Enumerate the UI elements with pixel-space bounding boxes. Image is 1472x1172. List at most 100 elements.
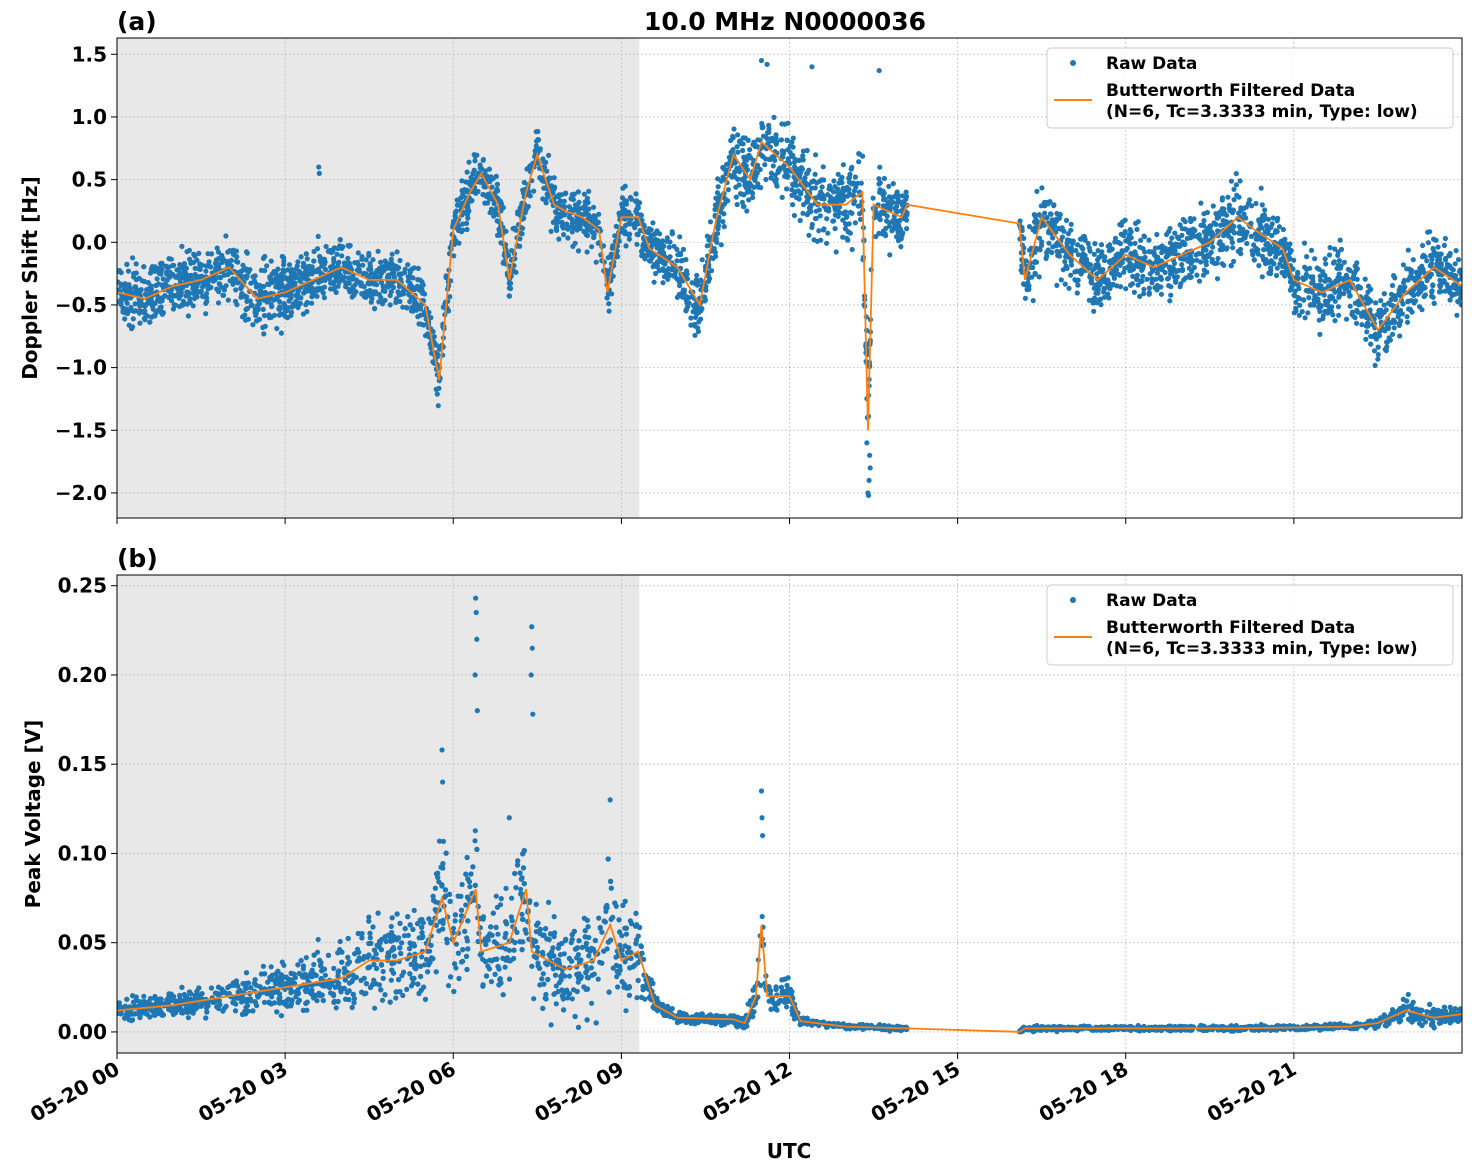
raw-point — [257, 288, 263, 294]
raw-point — [764, 61, 770, 67]
raw-point — [817, 213, 823, 219]
raw-point — [245, 269, 252, 275]
raw-point — [333, 289, 339, 295]
raw-point — [559, 210, 566, 216]
raw-point — [393, 299, 399, 305]
raw-point — [773, 180, 779, 186]
raw-point — [293, 298, 299, 304]
raw-point — [151, 313, 157, 319]
raw-point — [826, 208, 832, 214]
raw-point — [819, 184, 825, 190]
raw-point — [561, 232, 567, 238]
raw-point — [784, 186, 790, 192]
raw-point — [506, 293, 513, 299]
raw-point — [1181, 256, 1187, 262]
night-shading — [117, 575, 640, 1053]
raw-point — [1386, 335, 1392, 341]
raw-point — [551, 219, 557, 225]
raw-point — [1209, 229, 1215, 235]
raw-point — [1430, 246, 1436, 252]
raw-point — [225, 249, 231, 255]
raw-point — [824, 216, 830, 222]
raw-point — [470, 170, 476, 177]
raw-point — [346, 280, 352, 286]
raw-point — [131, 308, 137, 314]
raw-point — [1050, 235, 1056, 241]
raw-point — [1306, 295, 1312, 301]
raw-point — [552, 209, 559, 215]
raw-point — [1064, 241, 1070, 247]
raw-point — [443, 274, 449, 280]
raw-point — [896, 219, 902, 225]
raw-point — [765, 140, 771, 146]
raw-point — [744, 208, 750, 214]
raw-point — [317, 287, 323, 293]
raw-point — [1220, 218, 1226, 224]
raw-point — [1304, 254, 1310, 260]
raw-point — [1281, 263, 1287, 269]
raw-point — [1119, 248, 1125, 254]
raw-point — [1203, 262, 1209, 268]
raw-point — [345, 260, 351, 266]
raw-point — [1138, 237, 1144, 243]
raw-point — [623, 201, 630, 207]
raw-point — [804, 170, 811, 176]
raw-point — [1135, 282, 1141, 288]
raw-point — [1285, 252, 1291, 258]
raw-point — [1220, 242, 1226, 248]
raw-point — [345, 255, 351, 261]
raw-point — [584, 226, 591, 232]
raw-point — [1189, 268, 1195, 274]
raw-point — [1287, 241, 1293, 247]
legend-filtered-label: Butterworth Filtered Data — [1106, 81, 1355, 101]
raw-point — [1102, 286, 1108, 292]
raw-point — [401, 270, 408, 276]
raw-point — [584, 222, 590, 228]
raw-point — [244, 305, 251, 312]
raw-point — [852, 188, 858, 194]
raw-point — [735, 176, 741, 182]
raw-point — [1250, 252, 1256, 258]
raw-point — [346, 275, 353, 281]
raw-point — [1178, 281, 1184, 287]
raw-point — [1179, 266, 1186, 272]
raw-point — [835, 186, 841, 192]
raw-point — [709, 268, 715, 274]
x-tick-label: 05-20 00 — [26, 1057, 124, 1127]
raw-point — [186, 247, 192, 253]
raw-point — [453, 238, 459, 244]
raw-point — [1332, 289, 1338, 295]
raw-point — [1162, 269, 1168, 276]
raw-point — [196, 250, 202, 256]
raw-point — [372, 306, 378, 312]
raw-point — [752, 169, 759, 175]
raw-point — [1308, 302, 1314, 308]
raw-point — [894, 189, 900, 195]
raw-point — [1337, 237, 1343, 243]
raw-point — [379, 280, 385, 286]
raw-point — [142, 317, 148, 323]
raw-point — [1428, 261, 1435, 267]
raw-point — [375, 248, 381, 254]
raw-point — [798, 190, 804, 196]
raw-point — [129, 325, 135, 331]
raw-point — [701, 294, 708, 300]
raw-point — [730, 133, 736, 139]
raw-point — [267, 274, 273, 280]
raw-point — [1185, 230, 1192, 236]
raw-point — [827, 198, 833, 204]
raw-point — [1273, 272, 1280, 279]
raw-point — [804, 194, 810, 200]
raw-point — [584, 232, 591, 239]
raw-point — [698, 277, 704, 283]
raw-point — [1105, 243, 1111, 249]
raw-point — [195, 289, 201, 295]
raw-point — [1420, 286, 1426, 292]
raw-point — [1032, 249, 1038, 255]
raw-point — [683, 257, 689, 263]
raw-point — [1321, 292, 1327, 298]
raw-point — [313, 269, 319, 275]
raw-point — [1332, 298, 1338, 304]
raw-point — [866, 477, 872, 484]
raw-point — [1301, 240, 1308, 246]
